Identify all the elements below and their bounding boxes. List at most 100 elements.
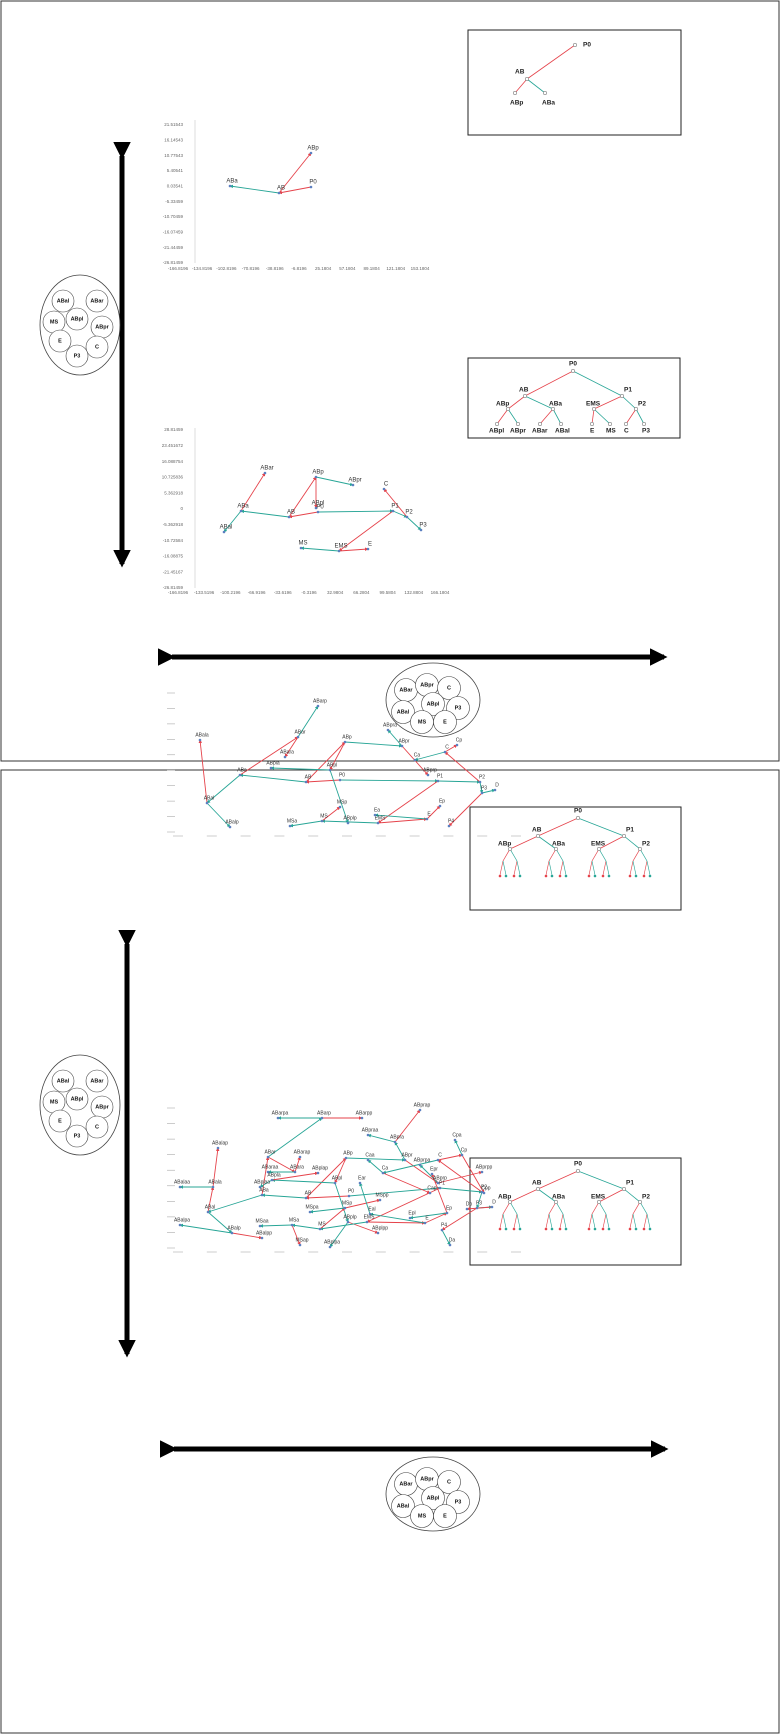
point xyxy=(419,1164,422,1167)
edge xyxy=(370,1214,425,1223)
tree-node-label: P0 xyxy=(583,42,591,49)
tree-edge xyxy=(525,371,573,396)
point-label: EMS xyxy=(364,1214,376,1220)
tree-leaf xyxy=(565,875,568,878)
point xyxy=(179,1186,182,1189)
point-label: E xyxy=(425,1215,429,1221)
panel-frame xyxy=(1,1,779,761)
point xyxy=(207,1211,210,1214)
tree-node-label: MS xyxy=(606,428,616,435)
point-label: ABplaa xyxy=(254,1179,270,1185)
tree-node xyxy=(638,847,642,851)
point-label: ABprp xyxy=(423,767,437,773)
point xyxy=(481,792,484,795)
tree-leaf xyxy=(608,1228,611,1231)
point-label: ABpr xyxy=(398,738,409,744)
point-label: ABarp xyxy=(313,698,327,704)
y-tick-label: -10.72584 xyxy=(163,538,184,543)
tree-leaf xyxy=(643,1228,646,1231)
tree-leaf xyxy=(588,1228,591,1231)
tree-edge xyxy=(647,1214,650,1228)
tree-leaf xyxy=(513,875,516,878)
point xyxy=(446,1212,449,1215)
cell-label: ABal xyxy=(397,709,410,715)
point-label: AB xyxy=(287,510,295,516)
tree-node xyxy=(576,816,580,820)
point xyxy=(299,1244,302,1247)
tree-node xyxy=(543,91,547,95)
point-label: AB xyxy=(305,1190,312,1196)
tree-node xyxy=(536,834,540,838)
x-tick-label: 153.1804 xyxy=(411,266,430,271)
tree-edge xyxy=(503,861,506,875)
point-label: D xyxy=(492,1199,496,1205)
tree-edge xyxy=(603,861,606,875)
point-label: P0 xyxy=(309,180,317,186)
point xyxy=(291,1224,294,1227)
point-label: P4 xyxy=(448,818,454,824)
point-label: ABara xyxy=(290,1164,304,1170)
point xyxy=(339,779,342,782)
tree-node-label: ABp xyxy=(498,1194,511,1201)
tree-leaf xyxy=(505,1228,508,1231)
tree-node-label: ABa xyxy=(552,1194,565,1201)
tree-leaf xyxy=(545,875,548,878)
tree-edge xyxy=(527,45,575,79)
point xyxy=(315,476,318,479)
point xyxy=(437,780,440,783)
edge xyxy=(445,752,480,782)
tree-edge xyxy=(510,849,517,861)
tree-node-label: ABpl xyxy=(489,428,504,435)
point xyxy=(420,529,423,532)
point xyxy=(284,756,287,759)
tree-box xyxy=(470,1158,681,1265)
edge xyxy=(306,1196,349,1198)
tree-leaf xyxy=(635,875,638,878)
tree-leaf xyxy=(559,875,562,878)
tree-edge xyxy=(549,1214,552,1228)
point xyxy=(329,1246,332,1249)
tree-leaf xyxy=(551,1228,554,1231)
tree-edge xyxy=(515,79,527,93)
tree-edge xyxy=(592,849,599,861)
point-label: AB xyxy=(305,774,312,780)
tree-edge xyxy=(599,849,606,861)
point xyxy=(456,744,459,747)
tree-node xyxy=(551,407,555,411)
tree-edge xyxy=(578,818,624,836)
point xyxy=(329,769,332,772)
tree-node-label: P2 xyxy=(638,401,646,408)
tree-edge xyxy=(546,1214,549,1228)
tree-node xyxy=(495,422,499,426)
point-label: ABplap xyxy=(312,1165,328,1171)
point-label: ABp xyxy=(342,734,352,740)
point-label: ABalp xyxy=(227,1225,241,1231)
tree-node xyxy=(597,1200,601,1204)
tree-edge xyxy=(560,1214,563,1228)
x-tick-label: 89.1804 xyxy=(363,266,380,271)
point-label: ABarpp xyxy=(356,1110,373,1116)
tree-node-label: AB xyxy=(515,69,525,76)
point-label: MS xyxy=(318,1221,326,1227)
tree-node xyxy=(622,1187,626,1191)
point xyxy=(359,1182,362,1185)
point xyxy=(441,1229,444,1232)
point xyxy=(424,1222,427,1225)
cell-label: E xyxy=(443,719,447,725)
point xyxy=(379,1199,382,1202)
x-tick-label: -166.8196 xyxy=(168,266,189,271)
point xyxy=(367,1159,370,1162)
tree-edge xyxy=(630,861,633,875)
tree-node-label: ABp xyxy=(498,841,511,848)
tree-edge xyxy=(508,409,518,424)
point-label: ABpla xyxy=(267,1172,281,1178)
point xyxy=(223,531,226,534)
point xyxy=(427,774,430,777)
point xyxy=(317,705,320,708)
point-label: P1 xyxy=(437,773,443,779)
tree-edge xyxy=(500,861,503,875)
point-label: EMS xyxy=(334,544,347,550)
cell-label: P3 xyxy=(455,1499,462,1505)
x-tick-label: 57.1804 xyxy=(339,266,356,271)
point xyxy=(300,547,303,550)
